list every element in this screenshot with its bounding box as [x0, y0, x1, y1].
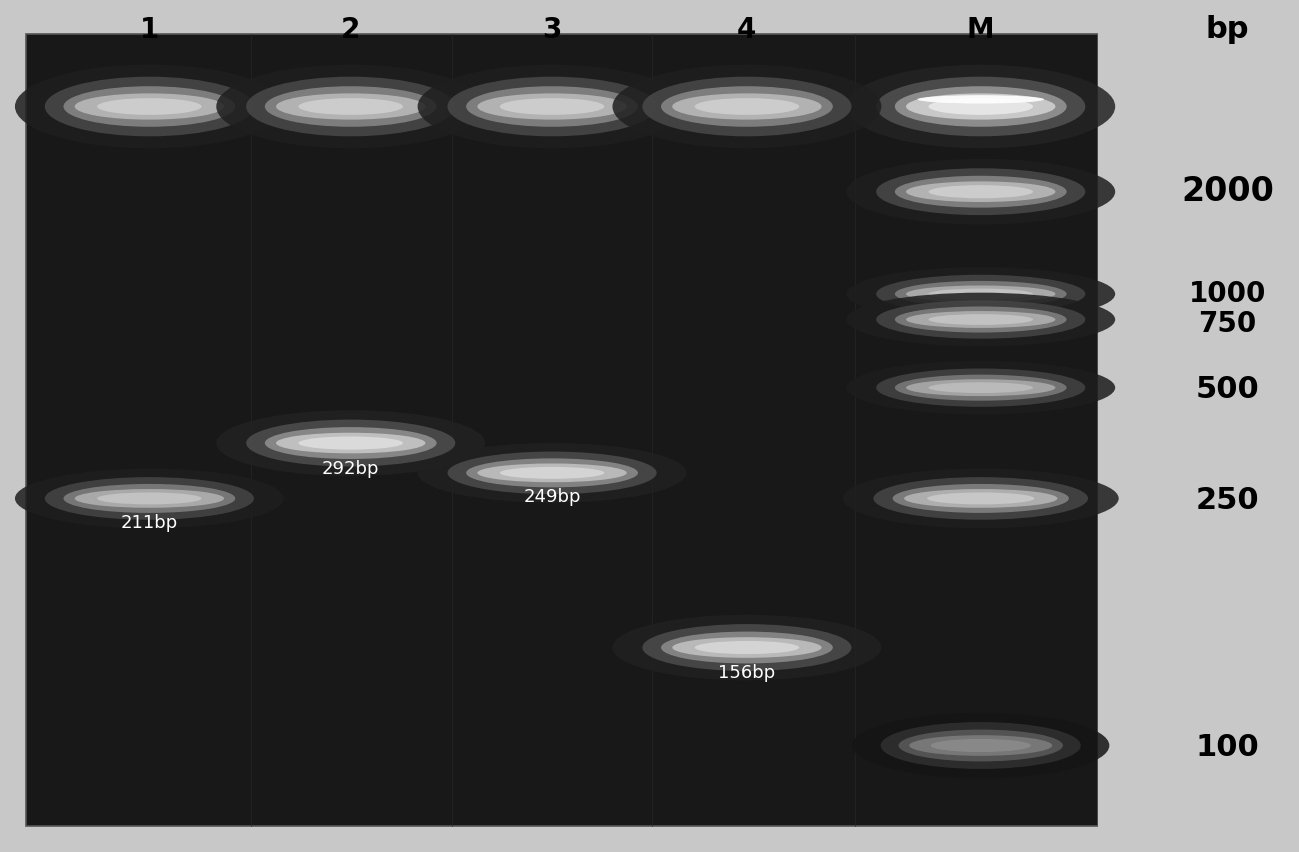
Ellipse shape: [642, 624, 852, 671]
Ellipse shape: [16, 65, 284, 148]
Ellipse shape: [97, 98, 201, 115]
Ellipse shape: [64, 484, 235, 513]
Ellipse shape: [275, 94, 426, 119]
Ellipse shape: [612, 65, 881, 148]
Ellipse shape: [895, 307, 1066, 332]
Text: 250: 250: [1196, 486, 1259, 515]
Ellipse shape: [477, 463, 626, 482]
Ellipse shape: [417, 443, 686, 503]
Ellipse shape: [907, 379, 1055, 396]
Ellipse shape: [466, 458, 638, 487]
Ellipse shape: [929, 289, 1033, 299]
Ellipse shape: [852, 712, 1109, 779]
Ellipse shape: [907, 285, 1055, 302]
Ellipse shape: [876, 300, 1085, 338]
Ellipse shape: [909, 735, 1052, 756]
Text: 2000: 2000: [1181, 176, 1274, 208]
Ellipse shape: [500, 467, 604, 479]
Ellipse shape: [16, 469, 284, 528]
Ellipse shape: [695, 641, 799, 654]
Ellipse shape: [892, 484, 1069, 513]
Ellipse shape: [447, 452, 656, 494]
Ellipse shape: [929, 185, 1033, 199]
Text: M: M: [966, 16, 995, 43]
Ellipse shape: [881, 722, 1081, 769]
Ellipse shape: [929, 383, 1033, 393]
Ellipse shape: [876, 274, 1085, 313]
Ellipse shape: [45, 77, 255, 136]
Ellipse shape: [847, 293, 1115, 346]
Ellipse shape: [299, 436, 403, 450]
Ellipse shape: [895, 375, 1066, 400]
Ellipse shape: [695, 98, 799, 115]
Ellipse shape: [904, 489, 1057, 508]
Ellipse shape: [642, 77, 852, 136]
Ellipse shape: [895, 176, 1066, 208]
Ellipse shape: [876, 77, 1085, 136]
Ellipse shape: [847, 360, 1115, 414]
Ellipse shape: [917, 95, 1044, 104]
Ellipse shape: [97, 492, 201, 504]
Ellipse shape: [895, 86, 1066, 127]
Ellipse shape: [899, 729, 1063, 762]
Ellipse shape: [265, 427, 436, 459]
Ellipse shape: [895, 281, 1066, 307]
Ellipse shape: [75, 489, 225, 508]
FancyBboxPatch shape: [26, 34, 1098, 826]
Ellipse shape: [75, 94, 225, 119]
Text: 4: 4: [738, 16, 756, 43]
Ellipse shape: [447, 77, 656, 136]
Ellipse shape: [64, 86, 235, 127]
Text: bp: bp: [1205, 15, 1250, 44]
Ellipse shape: [907, 181, 1055, 202]
Ellipse shape: [929, 98, 1033, 115]
Ellipse shape: [876, 169, 1085, 215]
Ellipse shape: [661, 86, 833, 127]
Ellipse shape: [216, 65, 486, 148]
Ellipse shape: [873, 477, 1089, 520]
Ellipse shape: [500, 98, 604, 115]
Ellipse shape: [673, 94, 821, 119]
Ellipse shape: [927, 492, 1034, 504]
Ellipse shape: [847, 158, 1115, 224]
Ellipse shape: [417, 65, 686, 148]
Ellipse shape: [673, 637, 821, 658]
Ellipse shape: [612, 615, 881, 680]
Ellipse shape: [876, 368, 1085, 406]
Text: 1000: 1000: [1189, 280, 1267, 308]
Ellipse shape: [843, 469, 1118, 528]
Ellipse shape: [907, 311, 1055, 328]
Ellipse shape: [466, 86, 638, 127]
Text: 3: 3: [543, 16, 561, 43]
Ellipse shape: [45, 477, 255, 520]
Ellipse shape: [246, 420, 455, 467]
Ellipse shape: [847, 65, 1115, 148]
Ellipse shape: [275, 433, 426, 453]
Ellipse shape: [216, 411, 486, 476]
Text: 292bp: 292bp: [322, 460, 379, 478]
Ellipse shape: [477, 94, 626, 119]
Ellipse shape: [929, 314, 1033, 325]
Text: 2: 2: [342, 16, 360, 43]
FancyBboxPatch shape: [1098, 0, 1299, 852]
Text: 156bp: 156bp: [718, 665, 776, 682]
Text: 249bp: 249bp: [523, 488, 581, 506]
Ellipse shape: [299, 98, 403, 115]
Ellipse shape: [847, 268, 1115, 320]
Ellipse shape: [930, 739, 1030, 752]
Ellipse shape: [246, 77, 455, 136]
Ellipse shape: [907, 94, 1055, 119]
Ellipse shape: [265, 86, 436, 127]
Text: 100: 100: [1195, 733, 1260, 762]
Ellipse shape: [661, 631, 833, 664]
Text: 1: 1: [140, 16, 158, 43]
Text: 211bp: 211bp: [121, 514, 178, 532]
Text: 500: 500: [1195, 375, 1260, 404]
Text: 750: 750: [1199, 310, 1256, 337]
